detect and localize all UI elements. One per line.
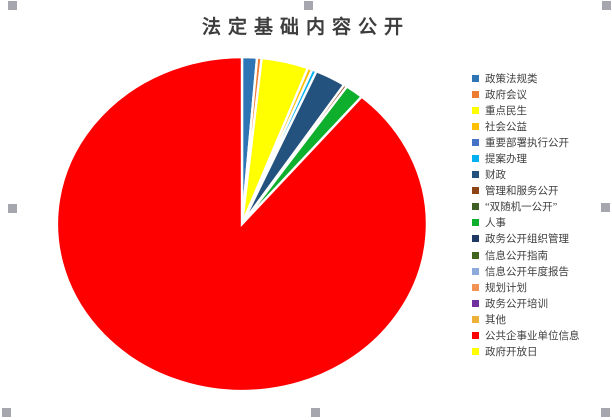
legend-swatch-icon (472, 106, 479, 114)
legend-label: 财政 (485, 170, 506, 182)
selection-handle-top-left[interactable] (8, 1, 17, 10)
legend-swatch-icon (472, 283, 479, 291)
legend-swatch-icon (472, 348, 479, 356)
legend-label: 重要部署执行公开 (485, 137, 569, 149)
chart-title[interactable]: 法定基础内容公开 (201, 17, 410, 38)
legend-swatch-icon (472, 138, 479, 146)
legend-label: 重点民生 (485, 105, 527, 117)
legend-swatch-icon (472, 219, 479, 227)
legend-swatch-icon (472, 315, 479, 323)
legend-item-3[interactable]: 社会公益 (472, 118, 610, 134)
legend-label: 政务公开组织管理 (485, 234, 569, 246)
legend-swatch-icon (472, 90, 479, 98)
legend-item-17[interactable]: 政府开放日 (472, 344, 610, 360)
selection-handle-top-center[interactable] (304, 1, 313, 10)
legend-item-4[interactable]: 重要部署执行公开 (472, 134, 610, 150)
legend-label: “双随机一公开” (485, 202, 558, 214)
legend-label: 规划计划 (485, 282, 527, 294)
legend-item-10[interactable]: 政务公开组织管理 (472, 231, 610, 247)
legend-item-1[interactable]: 政府会议 (472, 86, 610, 102)
legend-swatch-icon (472, 332, 479, 340)
chart-legend: 政策法规类政府会议重点民生社会公益重要部署执行公开 提案办理财政管理和服务公开 “双… (472, 70, 610, 360)
legend-label: 政策法规类 (485, 73, 538, 85)
legend-item-6[interactable]: 财政 (472, 167, 610, 183)
legend-item-5[interactable]: 提案办理 (472, 150, 610, 166)
selection-handle-bottom-right[interactable] (601, 408, 610, 417)
legend-item-12[interactable]: 信息公开年度报告 (472, 263, 610, 279)
legend-swatch-icon (472, 122, 479, 130)
legend-item-8[interactable]: “双随机一公开” (472, 199, 610, 215)
legend-item-11[interactable]: 信息公开指南 (472, 247, 610, 263)
legend-item-16[interactable]: 公共企事业单位信息 (472, 328, 610, 344)
legend-swatch-icon (472, 267, 479, 275)
selection-handle-middle-right[interactable] (601, 203, 610, 212)
legend-label: 人事 (485, 218, 506, 230)
legend-swatch-icon (472, 299, 479, 307)
legend-item-7[interactable]: 管理和服务公开 (472, 183, 610, 199)
legend-item-2[interactable]: 重点民生 (472, 102, 610, 118)
legend-item-14[interactable]: 政务公开培训 (472, 295, 610, 311)
selection-handle-top-right[interactable] (602, 1, 611, 10)
legend-swatch-icon (472, 203, 479, 211)
legend-swatch-icon (472, 155, 479, 163)
legend-swatch-icon (472, 235, 479, 243)
legend-label: 社会公益 (485, 121, 527, 133)
legend-label: 其他 (485, 314, 506, 326)
legend-label: 管理和服务公开 (485, 186, 559, 198)
legend-label: 公共企事业单位信息 (485, 331, 580, 343)
selection-handle-bottom-left[interactable] (2, 408, 11, 417)
legend-swatch-icon (472, 251, 479, 259)
selection-handle-bottom-center[interactable] (311, 408, 320, 417)
pie-slices-group (55, 55, 429, 393)
legend-swatch-icon (472, 171, 479, 179)
legend-label: 政府会议 (485, 89, 527, 101)
selection-handle-middle-left[interactable] (8, 204, 17, 213)
legend-label: 信息公开指南 (485, 250, 548, 262)
legend-swatch-icon (472, 187, 479, 195)
legend-item-0[interactable]: 政策法规类 (472, 70, 610, 86)
legend-item-15[interactable]: 其他 (472, 311, 610, 327)
pie-slice-16[interactable] (55, 55, 429, 393)
legend-label: 信息公开年度报告 (485, 266, 569, 278)
legend-item-9[interactable]: 人事 (472, 215, 610, 231)
legend-label: 政务公开培训 (485, 298, 548, 310)
legend-swatch-icon (472, 74, 479, 82)
legend-label: 政府开放日 (485, 347, 538, 359)
legend-label: 提案办理 (485, 154, 527, 166)
legend-item-13[interactable]: 规划计划 (472, 279, 610, 295)
